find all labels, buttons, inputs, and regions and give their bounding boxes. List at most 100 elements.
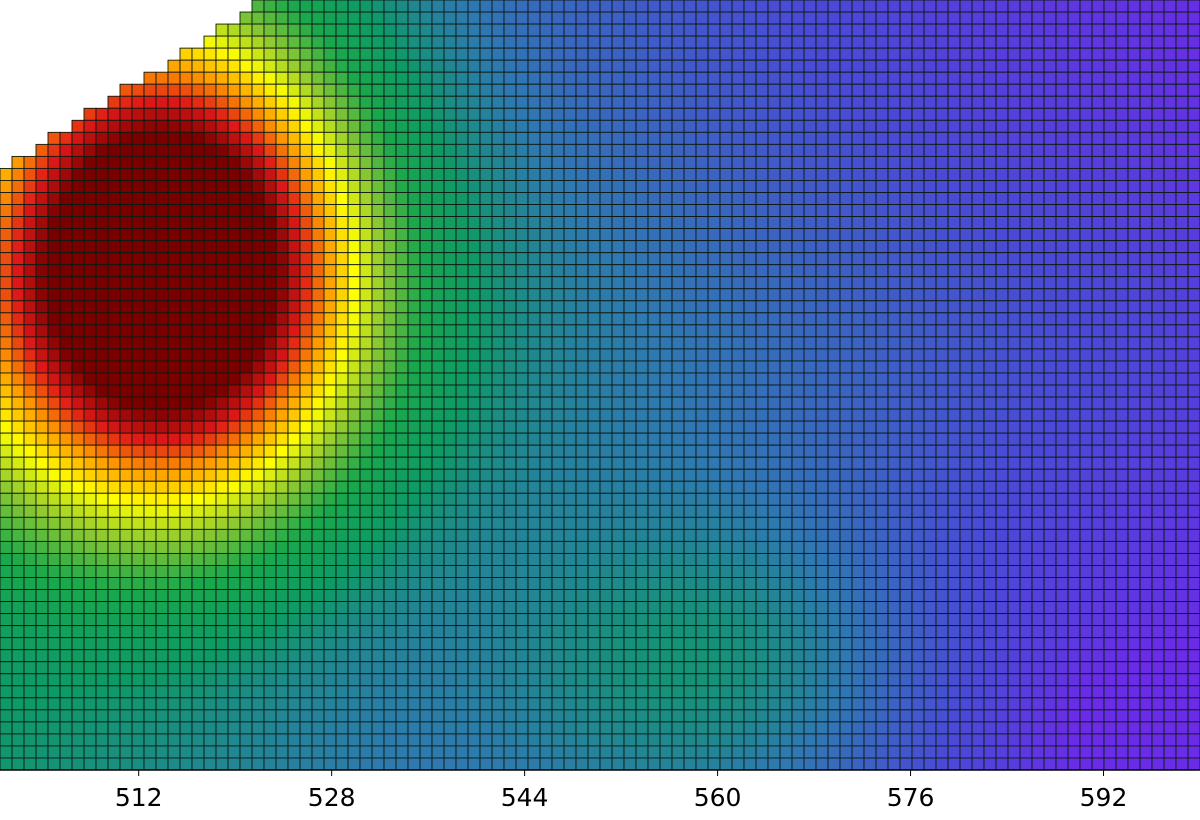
heatmap-cell [539, 480, 553, 494]
heatmap-cell [923, 420, 937, 434]
heatmap-cell [455, 131, 469, 145]
heatmap-cell [383, 396, 397, 410]
heatmap-cell [347, 348, 361, 362]
heatmap-cell [851, 613, 865, 627]
heatmap-cell [179, 324, 193, 338]
heatmap-cell [131, 372, 145, 386]
heatmap-cell [383, 131, 397, 145]
heatmap-cell [707, 360, 721, 374]
heatmap-cell [491, 336, 505, 350]
heatmap-cell [203, 35, 217, 49]
heatmap-cell [707, 408, 721, 422]
heatmap-cell [587, 107, 601, 121]
heatmap-cell [539, 119, 553, 133]
heatmap-cell [491, 35, 505, 49]
heatmap-cell [239, 468, 253, 482]
heatmap-cell [143, 565, 157, 578]
heatmap-cell [23, 637, 37, 651]
heatmap-cell [575, 721, 589, 735]
heatmap-cell [779, 528, 793, 542]
heatmap-cell [11, 384, 25, 398]
heatmap-cell [719, 11, 733, 25]
heatmap-cell [791, 492, 805, 506]
heatmap-cell [527, 192, 541, 205]
heatmap-cell [563, 131, 577, 145]
heatmap-cell [935, 757, 949, 771]
heatmap-cell [59, 673, 73, 687]
heatmap-cell [647, 95, 661, 109]
heatmap-cell [227, 420, 241, 434]
heatmap-cell [179, 697, 193, 711]
heatmap-cell [599, 396, 613, 410]
heatmap-cell [71, 577, 85, 590]
heatmap-cell [659, 480, 673, 494]
heatmap-cell [143, 372, 157, 386]
heatmap-cell [707, 180, 721, 193]
heatmap-cell [875, 288, 889, 302]
heatmap-cell [143, 697, 157, 711]
heatmap-cell [167, 661, 181, 675]
heatmap-cell [227, 601, 241, 615]
heatmap-cell [311, 745, 325, 759]
heatmap-cell [947, 47, 961, 61]
heatmap-cell [287, 528, 301, 542]
heatmap-cell [143, 601, 157, 615]
heatmap-cell [575, 432, 589, 446]
heatmap-cell [167, 613, 181, 627]
heatmap-cell [47, 733, 61, 747]
heatmap-cell [191, 300, 205, 314]
heatmap-cell [119, 757, 133, 771]
heatmap-cell [287, 757, 301, 771]
heatmap-cell [755, 697, 769, 711]
heatmap-cell [755, 23, 769, 37]
heatmap-cell [791, 565, 805, 578]
heatmap-cell [659, 252, 673, 266]
heatmap-cell [299, 23, 313, 37]
heatmap-cell [0, 276, 13, 290]
heatmap-cell [875, 589, 889, 603]
heatmap-cell [731, 733, 745, 747]
heatmap-cell [47, 721, 61, 735]
heatmap-cell [515, 420, 529, 434]
heatmap-cell [419, 661, 433, 675]
heatmap-cell [371, 131, 385, 145]
heatmap-cell [839, 637, 853, 651]
heatmap-cell [539, 372, 553, 386]
heatmap-cell [503, 0, 517, 13]
heatmap-cell [515, 35, 529, 49]
heatmap-cell [827, 155, 841, 169]
heatmap-cell [491, 492, 505, 506]
heatmap-cell [719, 492, 733, 506]
heatmap-cell [707, 276, 721, 290]
heatmap-cell [203, 336, 217, 350]
heatmap-cell [779, 155, 793, 169]
heatmap-cell [815, 59, 829, 73]
heatmap-cell [599, 733, 613, 747]
heatmap-cell [395, 649, 409, 663]
heatmap-cell [479, 601, 493, 615]
heatmap-cell [347, 589, 361, 603]
heatmap-cell [11, 192, 25, 205]
heatmap-cell [563, 733, 577, 747]
heatmap-cell [239, 601, 253, 615]
heatmap-cell [671, 540, 685, 554]
heatmap-cell [311, 143, 325, 157]
heatmap-cell [935, 143, 949, 157]
heatmap-cell [503, 504, 517, 518]
heatmap-cell [467, 59, 481, 73]
heatmap-cell [167, 516, 181, 530]
heatmap-cell [875, 240, 889, 254]
heatmap-cell [863, 492, 877, 506]
heatmap-cell [419, 733, 433, 747]
heatmap-cell [575, 35, 589, 49]
heatmap-cell [755, 252, 769, 266]
heatmap-cell [503, 757, 517, 771]
heatmap-cell [743, 396, 757, 410]
heatmap-cell [155, 216, 169, 230]
heatmap-cell [239, 264, 253, 278]
heatmap-cell [587, 143, 601, 157]
heatmap-cell [659, 276, 673, 290]
heatmap-cell [731, 577, 745, 590]
heatmap-cell [107, 384, 121, 398]
heatmap-cell [59, 408, 73, 422]
